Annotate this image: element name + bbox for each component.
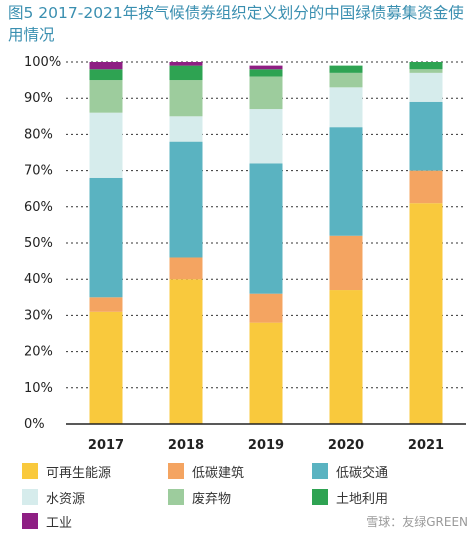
bar-segment [329,290,363,424]
bar-segment [249,163,283,294]
bar-segment [409,203,443,424]
y-tick-label: 40% [24,272,53,287]
bar-segment [89,311,123,424]
bar-segment [169,116,203,142]
x-tick-label: 2017 [88,438,124,453]
y-tick-label: 60% [24,200,53,215]
y-tick-label: 70% [24,164,53,179]
bar-segment [89,112,123,178]
bar-segment [89,69,123,81]
y-tick-label: 50% [24,236,53,251]
x-tick-label: 2019 [248,438,284,453]
bar-segment [329,235,363,291]
bar-segment [249,293,283,323]
bar-segment [409,170,443,204]
legend-label: 废弃物 [192,492,232,507]
y-tick-label: 20% [24,345,53,360]
legend-label: 土地利用 [336,492,389,507]
bar-segment [329,127,363,236]
bar-segment [329,72,363,88]
legend-swatch [22,463,38,479]
bar-segment [89,297,123,312]
legend-swatch [312,463,328,479]
chart-title: 图5 2017-2021年按气候债券组织定义划分的中国绿债募集资金使用情况 [8,4,464,44]
legend-swatch [22,513,38,529]
bar-segment [329,87,363,128]
legend-swatch [22,489,38,505]
bar-segment [249,109,283,164]
bar-segment [89,177,123,298]
bar-segment [169,62,203,66]
bar-segment [169,279,203,424]
legend-label: 低碳交通 [336,466,389,481]
bar-segment [409,101,443,171]
bar-segment [409,72,443,102]
bar-segment [169,141,203,258]
y-tick-label: 30% [24,308,53,323]
y-tick-label: 10% [24,381,53,396]
y-tick-label: 0% [24,417,45,432]
bar-segment [329,65,363,73]
stacked-bar-chart: 0% 10% 20% 30% 40% 50% 60% 70% 80% 90% 100% 2017 201… [24,55,466,453]
bar-segment [249,69,283,77]
bar-segment [249,76,283,110]
legend-label: 可再生能源 [46,466,112,481]
bar-segment [89,62,123,70]
bar-segment [169,257,203,280]
bar-segment [249,65,283,70]
legend-label: 水资源 [46,492,86,507]
bar-segment [409,69,443,73]
legend-swatch [168,463,184,479]
legend-swatch [312,489,328,505]
x-tick-label: 2021 [408,438,444,453]
legend-label: 低碳建筑 [192,466,245,481]
y-tick-label: 90% [24,91,53,106]
y-tick-label: 100% [24,55,61,70]
y-tick-label: 80% [24,127,53,142]
legend-label: 工业 [46,516,73,531]
legend-swatch [168,489,184,505]
x-tick-label: 2020 [328,438,364,453]
watermark: 雪球：友绿GREEN [366,515,468,529]
bar-segment [89,80,123,113]
bar-segment [169,65,203,81]
x-tick-label: 2018 [168,438,204,453]
bar-segment [409,62,443,70]
bar-segment [169,80,203,117]
bar-segment [249,322,283,424]
